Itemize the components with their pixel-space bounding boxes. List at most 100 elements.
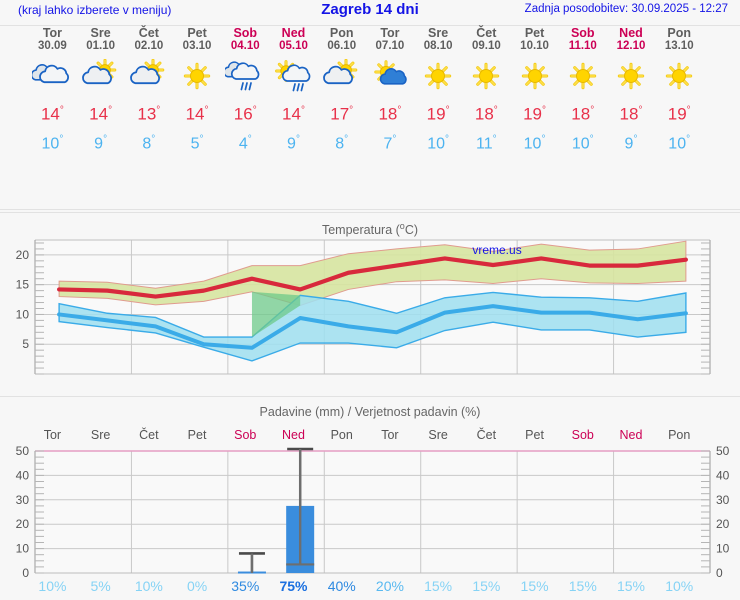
precipitation-probability: 15%: [424, 578, 453, 594]
precipitation-probability: 35%: [231, 578, 260, 594]
day-max-temp: 14°: [185, 104, 209, 124]
svg-text:40: 40: [716, 468, 730, 482]
precip-day-label: Čet: [139, 428, 159, 442]
precip-day-label: Tor: [43, 428, 62, 442]
svg-text:20: 20: [16, 248, 30, 262]
day-column[interactable]: Sob 04.10 16° 4°: [219, 26, 272, 156]
day-max-temp: 18°: [619, 104, 643, 124]
day-date: 07.10: [375, 40, 405, 52]
precipitation-probability: 15%: [616, 578, 645, 594]
day-max-temp: 18°: [378, 104, 402, 124]
day-name: Pon: [667, 26, 691, 40]
day-column[interactable]: Pon 06.10 17° 8°: [315, 26, 368, 156]
day-column[interactable]: Sre 08.10 19° 10°: [412, 26, 465, 156]
strip-divider-bottom: [0, 212, 740, 213]
day-max-temp: 19°: [523, 104, 547, 124]
svg-text:vreme.us: vreme.us: [472, 243, 521, 257]
precipitation-probability: 15%: [520, 578, 549, 594]
svg-text:30: 30: [16, 493, 30, 507]
precipitation-chart-title: Padavine (mm) / Verjetnost padavin (%): [259, 405, 481, 419]
precip-day-label: Pon: [330, 428, 353, 442]
day-column[interactable]: Ned 05.10 14° 9°: [267, 26, 320, 156]
day-min-temp: 9°: [287, 133, 300, 152]
precip-day-label: Ned: [619, 428, 643, 442]
precipitation-chart: 0 0 10 10 20 20 30 30 40 40 50 50: [16, 445, 730, 578]
day-date: 01.10: [86, 40, 116, 52]
day-column[interactable]: Ned 12.10 18° 9°: [605, 26, 658, 156]
day-max-temp: 19°: [667, 104, 691, 124]
temp-precip-divider: [0, 396, 740, 397]
day-min-temp: 9°: [624, 133, 638, 152]
day-date: 03.10: [182, 40, 212, 52]
precip-day-label: Ned: [282, 428, 305, 442]
precip-day-label: Tor: [381, 428, 399, 442]
svg-text:10: 10: [16, 542, 30, 556]
sunny-icon: [556, 56, 609, 98]
svg-text:0: 0: [716, 566, 723, 578]
day-min-temp: 11°: [476, 133, 497, 152]
precipitation-probability-row: 10% 5% 10% 0% 35% 75% 40% 20% 15% 15% 15% 15% 15% 10%: [0, 578, 740, 598]
sunny-icon: [508, 56, 561, 98]
day-column[interactable]: Čet 09.10 18° 11°: [460, 26, 513, 156]
day-min-temp: 9°: [94, 133, 108, 152]
day-min-temp: 10°: [668, 133, 691, 152]
day-date: 13.10: [664, 40, 694, 52]
rain-icon: [219, 56, 272, 98]
day-name: Ned: [619, 26, 643, 40]
partly-sunny-icon: [74, 56, 127, 98]
day-max-temp: 18°: [571, 104, 595, 124]
day-name: Sob: [233, 26, 258, 40]
day-name: Sre: [90, 26, 111, 40]
day-min-temp: 8°: [335, 133, 349, 152]
temperature-chart-title-text: Temperatura (oC): [321, 221, 419, 238]
precip-day-label: Sre: [90, 428, 111, 442]
last-updated: Zadnja posodobitev: 30.09.2025 - 12:27: [524, 3, 728, 15]
day-min-temp: 7°: [383, 133, 397, 152]
day-column[interactable]: Pet 03.10 14° 5°: [171, 26, 224, 156]
day-min-temp: 10°: [571, 133, 594, 152]
day-date: 12.10: [616, 40, 646, 52]
precipitation-probability: 15%: [472, 578, 501, 594]
day-name: Sob: [570, 26, 595, 40]
day-max-temp: 14°: [89, 104, 113, 124]
day-max-temp: 14°: [282, 104, 305, 124]
day-date: 05.10: [279, 40, 308, 52]
day-date: 04.10: [230, 40, 260, 52]
day-name: Pet: [187, 26, 207, 40]
day-date: 11.10: [568, 40, 597, 52]
day-date: 10.10: [520, 40, 549, 52]
day-column[interactable]: Čet 02.10 13° 8°: [122, 26, 175, 156]
svg-text:20: 20: [716, 517, 730, 531]
precip-day-label: Pet: [187, 428, 207, 442]
day-column[interactable]: Sre 01.10 14° 9°: [74, 26, 127, 156]
day-name: Ned: [281, 26, 306, 40]
partly-sunny-icon: [315, 56, 368, 98]
day-column[interactable]: Pon 13.10 19° 10°: [653, 26, 706, 156]
precipitation-probability: 40%: [327, 578, 356, 594]
precipitation-probability: 15%: [568, 578, 597, 594]
day-column[interactable]: Pet 10.10 19° 10°: [508, 26, 561, 156]
partly-sunny-icon: [122, 56, 175, 98]
page-header: (kraj lahko izberete v meniju) Zagreb 14…: [0, 0, 740, 22]
precip-day-label: Sob: [571, 428, 594, 442]
temperature-chart: 5 10 15 20 vreme.us: [16, 239, 711, 375]
day-date: 09.10: [471, 40, 501, 52]
day-date: 08.10: [423, 40, 453, 52]
svg-text:10: 10: [16, 307, 30, 321]
day-date: 06.10: [327, 40, 357, 52]
day-date: 30.09: [38, 40, 67, 52]
day-column[interactable]: Sob 11.10 18° 10°: [556, 26, 609, 156]
day-max-temp: 16°: [233, 104, 257, 124]
svg-text:50: 50: [16, 445, 30, 458]
precipitation-probability: 0%: [186, 578, 208, 594]
precip-day-label: Pet: [525, 428, 544, 442]
sunny-icon: [653, 56, 706, 98]
day-name: Čet: [138, 26, 159, 40]
sunny-icon: [171, 56, 224, 98]
precipitation-probability: 75%: [279, 578, 308, 594]
day-max-temp: 13°: [137, 104, 161, 124]
day-column[interactable]: Tor 07.10 18° 7°: [364, 26, 417, 156]
day-column[interactable]: Tor 30.09 14° 10°: [26, 26, 79, 156]
day-name: Tor: [380, 26, 400, 40]
